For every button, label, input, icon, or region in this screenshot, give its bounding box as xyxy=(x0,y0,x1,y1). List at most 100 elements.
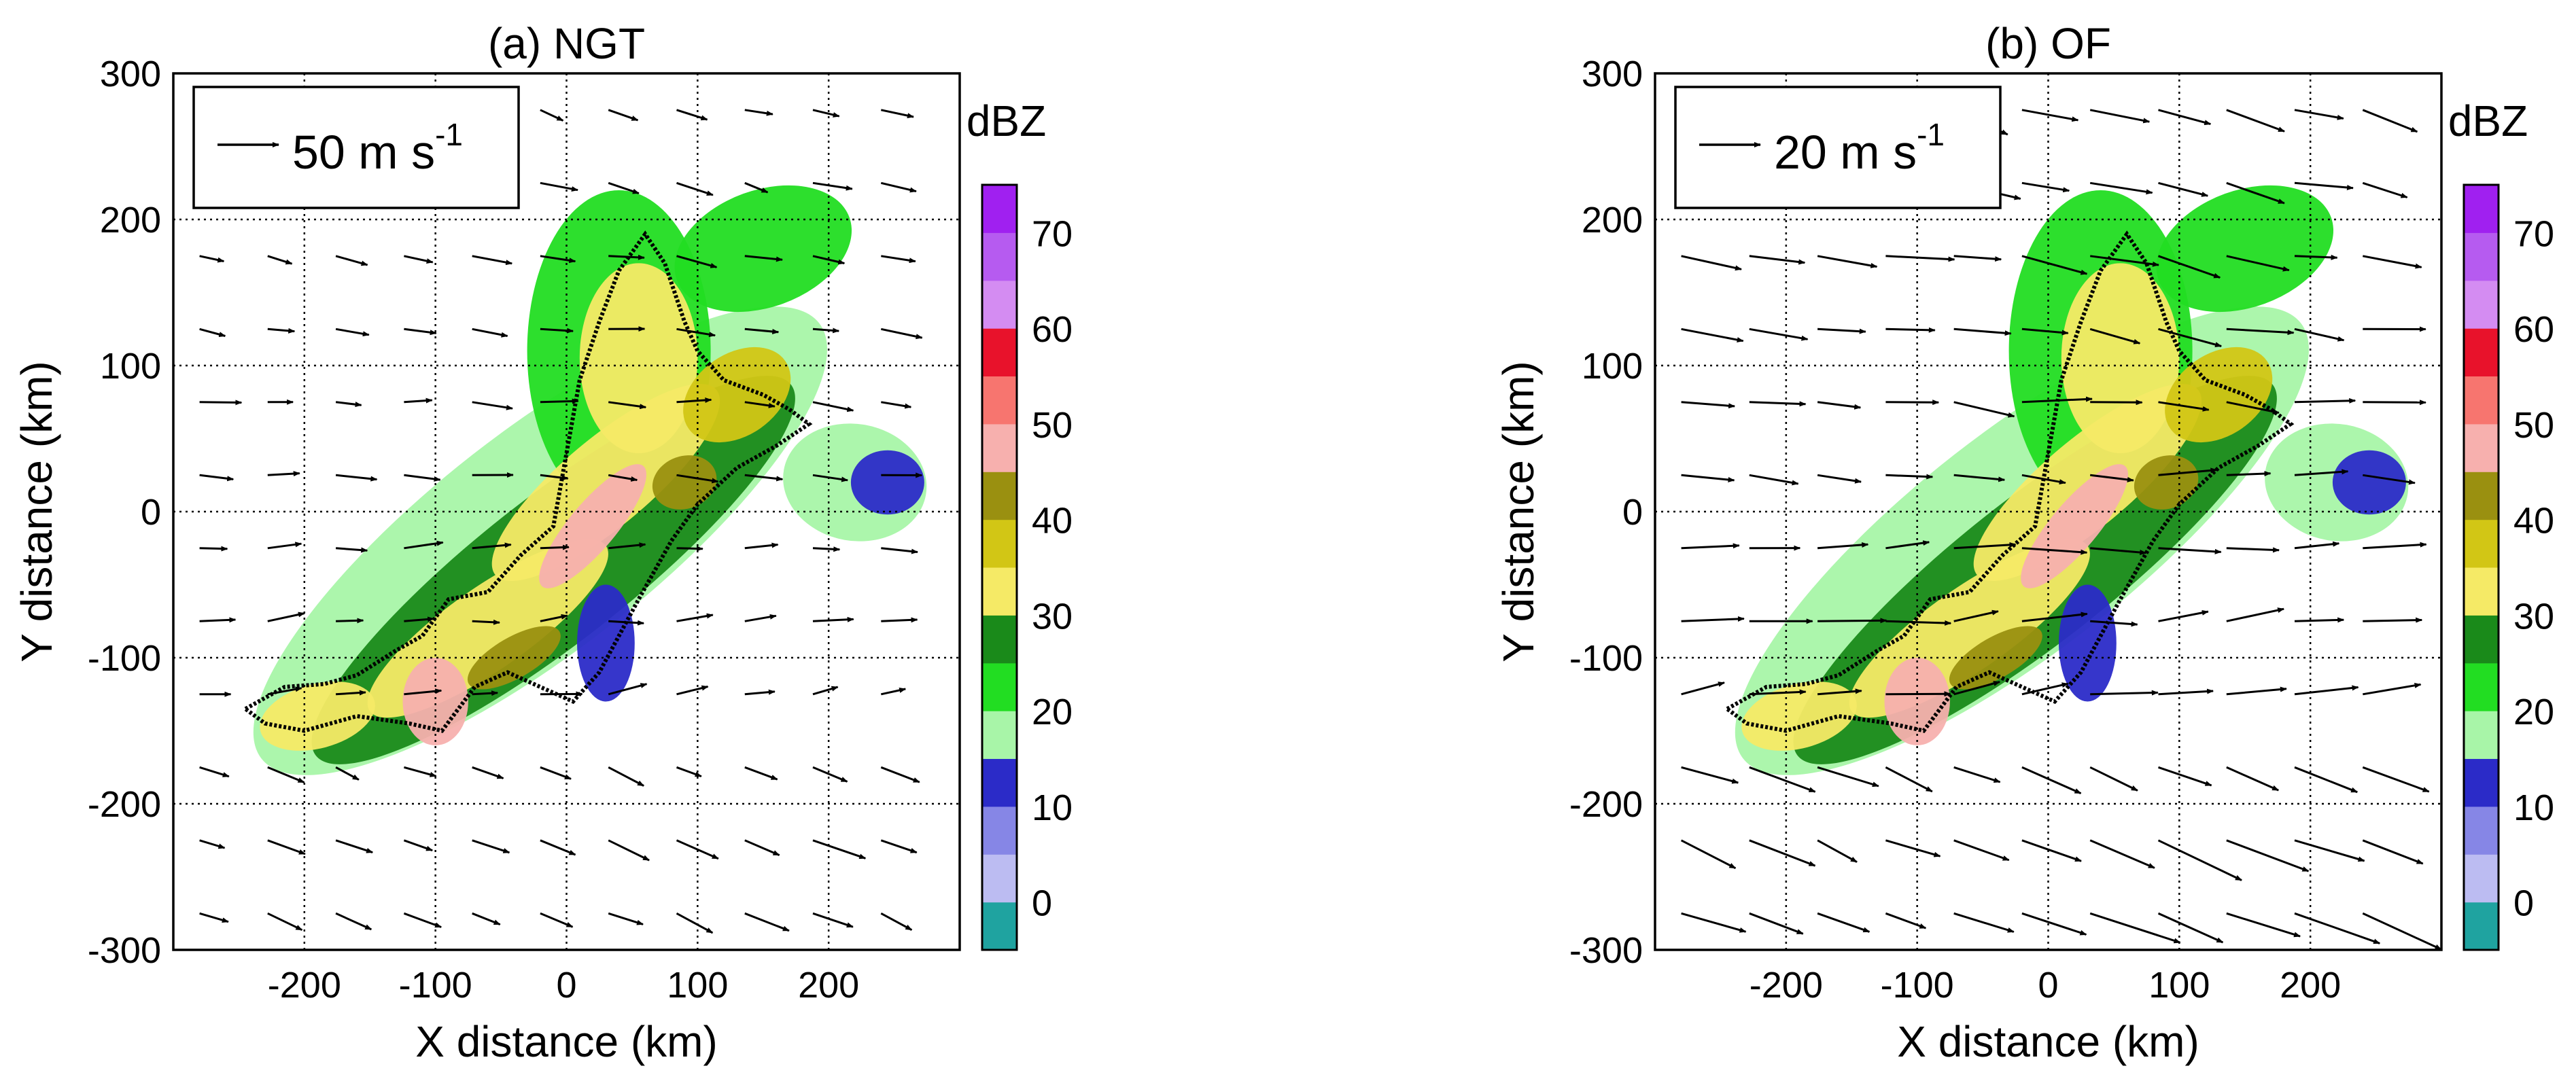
colorbar-segment xyxy=(2464,615,2499,663)
colorbar-segment xyxy=(2464,663,2499,711)
wind-vector xyxy=(2227,913,2300,936)
echo-region xyxy=(577,585,635,702)
wind-vector xyxy=(1682,913,1746,932)
wind-vector xyxy=(1750,475,1798,484)
colorbar-segment xyxy=(982,711,1017,759)
colorbar-segment xyxy=(982,472,1017,520)
echo-region xyxy=(2333,450,2406,515)
wind-vector xyxy=(268,329,295,331)
colorbar-segment xyxy=(2464,232,2499,281)
wind-vector xyxy=(2022,183,2069,190)
wind-vector xyxy=(2227,689,2286,694)
wind-vector xyxy=(677,615,713,621)
wind-vector xyxy=(2363,544,2426,548)
wind-vector xyxy=(2159,612,2208,621)
wind-vector xyxy=(1750,913,1803,934)
wind-vector xyxy=(813,548,839,550)
wind-vector xyxy=(336,620,363,621)
plot-area xyxy=(194,110,936,933)
colorbar-tick-label: 20 xyxy=(1032,692,1073,732)
wind-vector xyxy=(404,400,432,402)
wind-vector xyxy=(813,767,848,781)
colorbar-tick-label: 70 xyxy=(1032,213,1073,254)
wind-vector xyxy=(813,110,839,116)
wind-vector xyxy=(472,402,512,408)
wind-vector xyxy=(2159,840,2242,881)
wind-vector xyxy=(1682,767,1739,783)
x-tick-label: 200 xyxy=(798,965,859,1006)
x-axis-label: X distance (km) xyxy=(415,1017,718,1066)
wind-vector xyxy=(2295,620,2344,621)
x-tick-label: -100 xyxy=(399,965,472,1006)
wind-vector xyxy=(2227,609,2284,621)
colorbar-segment xyxy=(2464,424,2499,472)
y-axis-label: Y distance (km) xyxy=(12,361,61,662)
colorbar-tick-label: 10 xyxy=(1032,787,1073,828)
wind-vector xyxy=(540,547,569,548)
wind-vector xyxy=(1682,546,1739,548)
wind-vector xyxy=(745,545,778,548)
colorbar-tick-label: 30 xyxy=(2513,596,2554,637)
wind-vector xyxy=(745,913,789,931)
colorbar-segment xyxy=(982,281,1017,329)
wind-vector xyxy=(336,548,367,550)
colorbar-tick-label: 40 xyxy=(1032,501,1073,542)
wind-vector xyxy=(608,840,649,860)
colorbar-segment xyxy=(2464,759,2499,807)
colorbar-tick-label: 20 xyxy=(2513,692,2554,732)
wind-vector xyxy=(1885,329,1934,330)
wind-vector xyxy=(404,256,432,262)
colorbar-tick-label: 10 xyxy=(2513,787,2554,828)
wind-vector xyxy=(1817,329,1866,332)
wind-vector xyxy=(1954,840,2009,860)
wind-vector xyxy=(2295,688,2359,694)
colorbar-tick-label: 30 xyxy=(1032,596,1073,637)
wind-vector xyxy=(2363,402,2426,403)
reference-vector-exponent: -1 xyxy=(1917,117,1945,152)
wind-vector xyxy=(472,913,500,924)
colorbar-label: dBZ xyxy=(2448,96,2528,145)
wind-vector xyxy=(2295,110,2344,119)
wind-vector xyxy=(472,840,510,853)
colorbar-segment xyxy=(982,232,1017,281)
wind-vector xyxy=(2295,401,2355,402)
wind-vector xyxy=(1954,329,2011,334)
wind-vector xyxy=(200,840,225,848)
wind-vector xyxy=(472,329,508,336)
colorbar-segment xyxy=(2464,567,2499,616)
wind-vector xyxy=(1682,840,1736,868)
wind-vector xyxy=(1750,402,1806,404)
colorbar-segment xyxy=(982,185,1017,233)
reflectivity-field xyxy=(1675,162,2418,845)
wind-vector xyxy=(200,329,226,336)
colorbar-segment xyxy=(2464,520,2499,568)
colorbar-segment xyxy=(2464,328,2499,376)
y-tick-label: 300 xyxy=(1582,54,1643,94)
wind-vector xyxy=(540,913,573,927)
colorbar-segment xyxy=(982,663,1017,711)
colorbar-label: dBZ xyxy=(967,96,1046,145)
y-tick-label: -300 xyxy=(88,930,161,971)
chart-title: (a) NGT xyxy=(488,19,645,68)
wind-vector xyxy=(2363,256,2421,268)
y-tick-label: -200 xyxy=(1569,784,1643,825)
colorbar-segment xyxy=(982,854,1017,902)
wind-vector xyxy=(1817,402,1860,408)
x-axis-label: X distance (km) xyxy=(1897,1017,2199,1066)
wind-vector xyxy=(677,548,703,549)
reference-vector-exponent: -1 xyxy=(435,117,463,152)
colorbar xyxy=(2464,185,2499,951)
wind-vector xyxy=(745,692,775,694)
y-tick-label: -100 xyxy=(1569,638,1643,679)
wind-vector xyxy=(1817,767,1879,786)
wind-vector xyxy=(268,544,302,548)
wind-vector xyxy=(677,840,718,859)
colorbar-segment xyxy=(982,615,1017,663)
x-tick-label: -200 xyxy=(268,965,341,1006)
wind-vector xyxy=(1885,840,1940,856)
wind-vector xyxy=(336,840,372,853)
wind-vector xyxy=(881,840,916,853)
wind-vector xyxy=(472,693,498,694)
wind-vector xyxy=(1817,840,1857,862)
